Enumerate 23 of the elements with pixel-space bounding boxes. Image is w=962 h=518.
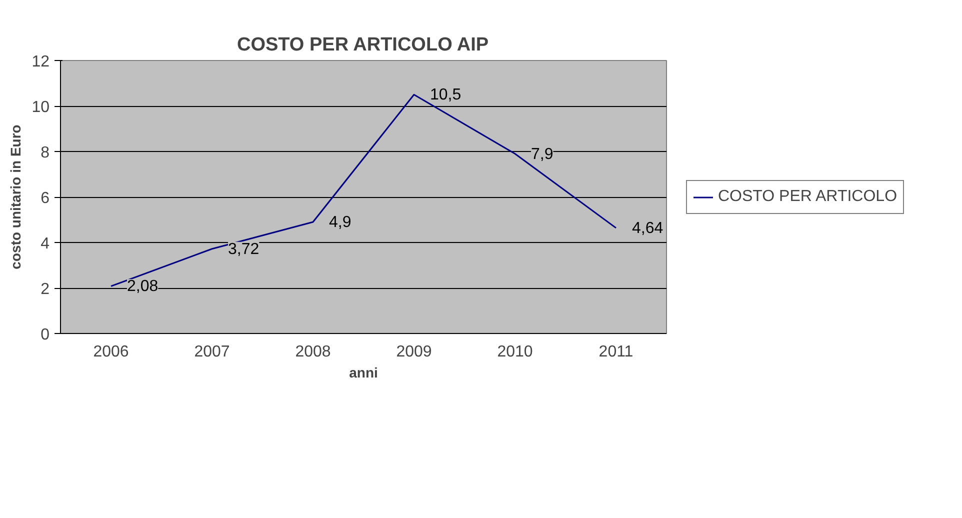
x-axis-title: anni [349, 364, 378, 380]
y-tick-label: 12 [32, 54, 50, 70]
y-tick-label: 0 [40, 326, 50, 344]
y-tick-label: 4 [40, 236, 50, 252]
y-axis-title: costo unitario in Euro [8, 124, 24, 270]
y-tick-label: 8 [40, 144, 50, 162]
y-tick-label: 6 [40, 190, 50, 207]
x-tick-label: 2008 [295, 344, 331, 360]
data-label: 10,5 [430, 86, 462, 104]
chart-title: COSTO PER ARTICOLO AIP [237, 34, 489, 56]
x-tick-label: 2010 [497, 344, 533, 360]
x-tick-label: 2006 [93, 344, 129, 360]
y-tick-label: 2 [40, 281, 50, 298]
y-tick-label: 10 [32, 99, 50, 116]
data-label: 2,08 [127, 278, 158, 296]
data-label: 7,9 [531, 146, 554, 163]
x-tick-label: 2011 [598, 344, 634, 360]
data-label: 4,9 [329, 214, 352, 232]
x-tick-label: 2007 [194, 344, 230, 360]
x-tick-label: 2009 [396, 344, 432, 360]
data-label: 3,72 [228, 240, 260, 258]
data-label: 4,64 [632, 220, 664, 237]
legend-label: COSTO PER ARTICOLO [718, 188, 898, 206]
